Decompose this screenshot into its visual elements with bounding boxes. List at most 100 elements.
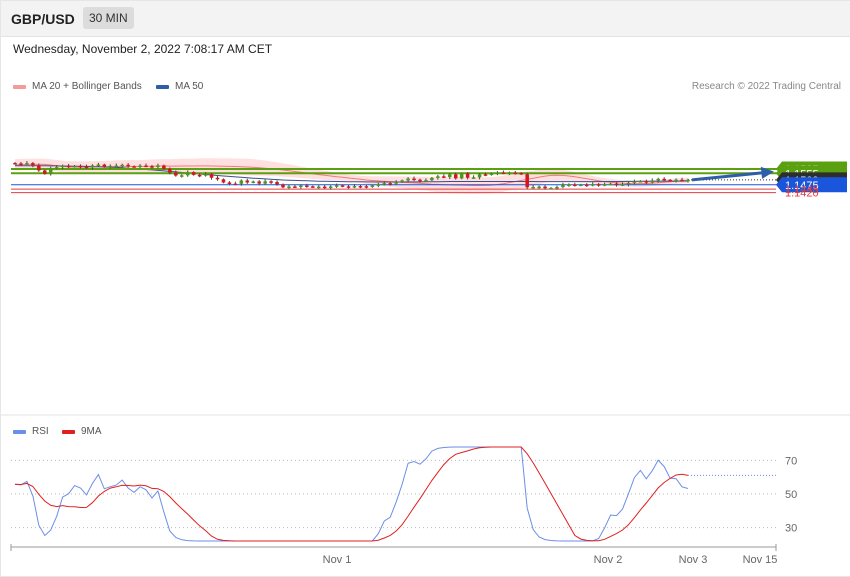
- candle-body: [376, 184, 381, 186]
- timeframe-button[interactable]: 30 MIN: [83, 7, 134, 29]
- candle-body: [281, 184, 285, 188]
- candle-body: [275, 182, 279, 185]
- candle-body: [72, 165, 77, 168]
- candle-body: [531, 186, 535, 189]
- candle-body: [287, 186, 291, 188]
- candle-body: [25, 163, 29, 165]
- candle-body: [394, 181, 398, 184]
- candle-body: [334, 185, 339, 187]
- candle-body: [150, 166, 154, 168]
- candle-body: [84, 166, 89, 169]
- candle-body: [299, 185, 303, 187]
- candle-body: [197, 174, 202, 177]
- candle-body: [138, 165, 142, 168]
- level-tag-1.1475: [776, 177, 847, 193]
- candle-body: [567, 184, 571, 186]
- candle-body: [626, 182, 631, 185]
- candle-body: [269, 181, 273, 183]
- candle-body: [96, 164, 101, 167]
- candle-body: [370, 185, 375, 187]
- candle-body: [78, 165, 83, 168]
- candle-body: [108, 165, 113, 168]
- legend-rsi-ma: 9MA: [62, 426, 102, 437]
- candle-body: [442, 176, 446, 178]
- candle-body: [573, 184, 577, 186]
- x-tick-label: Nov 3: [679, 554, 708, 566]
- candle-body: [388, 183, 392, 185]
- candle-body: [209, 174, 214, 178]
- candle-body: [239, 180, 244, 184]
- header-bar: GBP/USD 30 MIN: [0, 0, 850, 37]
- candle-body: [424, 180, 428, 182]
- candle-body: [346, 186, 351, 188]
- candle-body: [66, 165, 71, 168]
- level-label-1.1445: 1.1445: [785, 184, 819, 196]
- candle-body: [561, 184, 565, 188]
- candle-body: [525, 174, 529, 188]
- candle-body: [311, 186, 315, 188]
- candle-body: [114, 165, 119, 168]
- ma20-line: [14, 163, 689, 186]
- candle-body: [48, 168, 53, 174]
- candle-body: [430, 177, 434, 181]
- candle-body: [555, 187, 559, 189]
- candle-body: [674, 179, 678, 182]
- rsi-swatch: [13, 429, 26, 434]
- candle-body: [579, 184, 583, 187]
- candle-body: [412, 178, 416, 181]
- candle-body: [31, 163, 35, 166]
- candle-body: [400, 180, 404, 182]
- timestamp: Wednesday, November 2, 2022 7:08:17 AM C…: [13, 42, 273, 56]
- candle-body: [459, 173, 464, 179]
- candle-body: [614, 183, 619, 186]
- candle-body: [203, 174, 208, 176]
- candle-body: [602, 184, 607, 186]
- legend-ma50-label: MA 50: [175, 81, 204, 92]
- candle-body: [465, 173, 470, 178]
- x-tick-label: Nov 2: [594, 554, 623, 566]
- candle-body: [507, 172, 512, 175]
- rsi-axis-label-30: 30: [785, 523, 797, 535]
- candle-body: [382, 183, 387, 185]
- candle-body: [406, 178, 410, 181]
- candle-body: [632, 181, 637, 183]
- candle-body: [251, 181, 256, 183]
- candle-body: [590, 184, 595, 186]
- candle-body: [132, 166, 136, 168]
- candle-body: [662, 178, 666, 181]
- candle-body: [54, 167, 59, 169]
- ma20-swatch: [13, 84, 26, 89]
- legend-ma20-label: MA 20 + Bollinger Bands: [32, 81, 142, 92]
- candle-body: [436, 176, 440, 178]
- candle-body: [322, 186, 327, 189]
- credit-text: Research © 2022 Trading Central: [691, 81, 841, 92]
- candle-body: [233, 183, 238, 186]
- candle-body: [608, 183, 613, 186]
- candle-body: [90, 165, 95, 168]
- candle-body: [650, 180, 655, 183]
- candle-body: [293, 186, 297, 188]
- rsi-axis-label-50: 50: [785, 489, 797, 501]
- candle-body: [495, 172, 500, 175]
- candle-body: [245, 180, 250, 183]
- candle-body: [120, 164, 124, 167]
- candle-body: [489, 173, 494, 175]
- symbol-title: GBP/USD: [11, 11, 75, 27]
- legend-rsi-ma-label: 9MA: [81, 426, 102, 437]
- ma50-swatch: [156, 84, 169, 89]
- legend-ma20: MA 20 + Bollinger Bands: [13, 81, 142, 92]
- candle-body: [364, 186, 369, 188]
- candle-body: [513, 172, 518, 175]
- candle-body: [656, 178, 660, 181]
- candle-body: [316, 186, 321, 189]
- candle-body: [305, 185, 309, 187]
- candle-body: [13, 162, 17, 165]
- candle-body: [644, 181, 649, 183]
- candle-body: [549, 187, 553, 190]
- candle-body: [519, 173, 524, 175]
- candle-body: [162, 165, 166, 169]
- candle-body: [19, 163, 23, 165]
- legend-rsi: RSI: [13, 426, 49, 437]
- candle-body: [328, 186, 333, 188]
